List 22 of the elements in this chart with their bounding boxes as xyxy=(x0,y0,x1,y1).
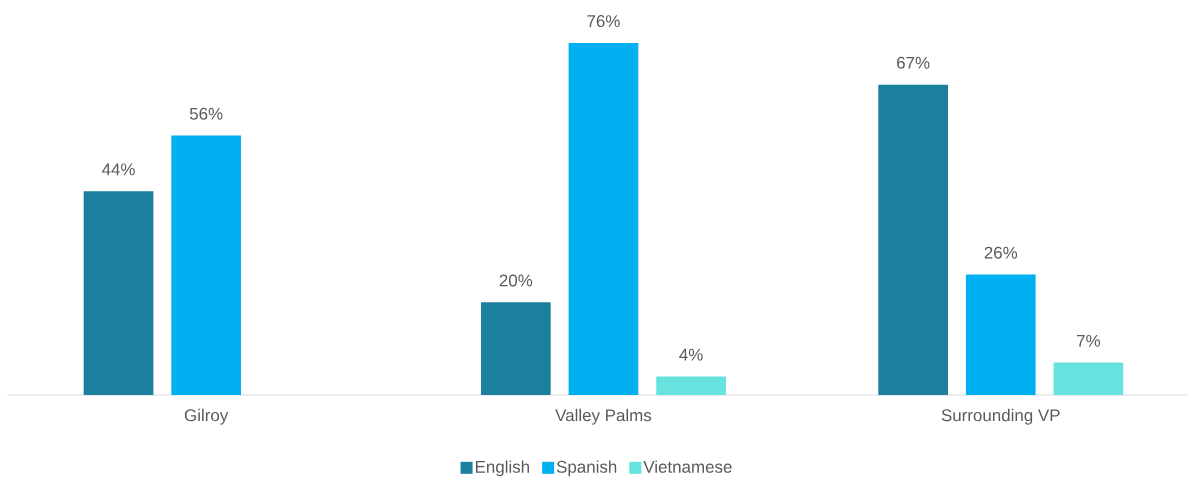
data-label: 56% xyxy=(189,107,223,120)
bar xyxy=(568,42,639,395)
bar xyxy=(656,376,726,395)
data-label: 4% xyxy=(679,348,703,361)
data-label: 44% xyxy=(101,163,135,176)
x-tick-label: Gilroy xyxy=(184,408,229,425)
bar xyxy=(171,135,241,395)
data-label: 7% xyxy=(1077,334,1101,347)
x-tick-label: Surrounding VP xyxy=(941,408,1060,425)
x-tick-label: Valley Palms xyxy=(555,408,652,425)
bar xyxy=(1053,362,1124,395)
data-label: 76% xyxy=(587,15,620,28)
legend-label: English xyxy=(475,460,529,477)
data-label: 26% xyxy=(984,246,1018,259)
bar xyxy=(878,84,948,395)
legend-label: Vietnamese xyxy=(643,460,732,473)
data-label: 20% xyxy=(499,274,533,287)
legend-label: Spanish xyxy=(556,460,617,477)
bar xyxy=(480,302,551,395)
data-label: 67% xyxy=(897,56,930,69)
bar xyxy=(965,274,1036,395)
bar xyxy=(83,191,154,395)
